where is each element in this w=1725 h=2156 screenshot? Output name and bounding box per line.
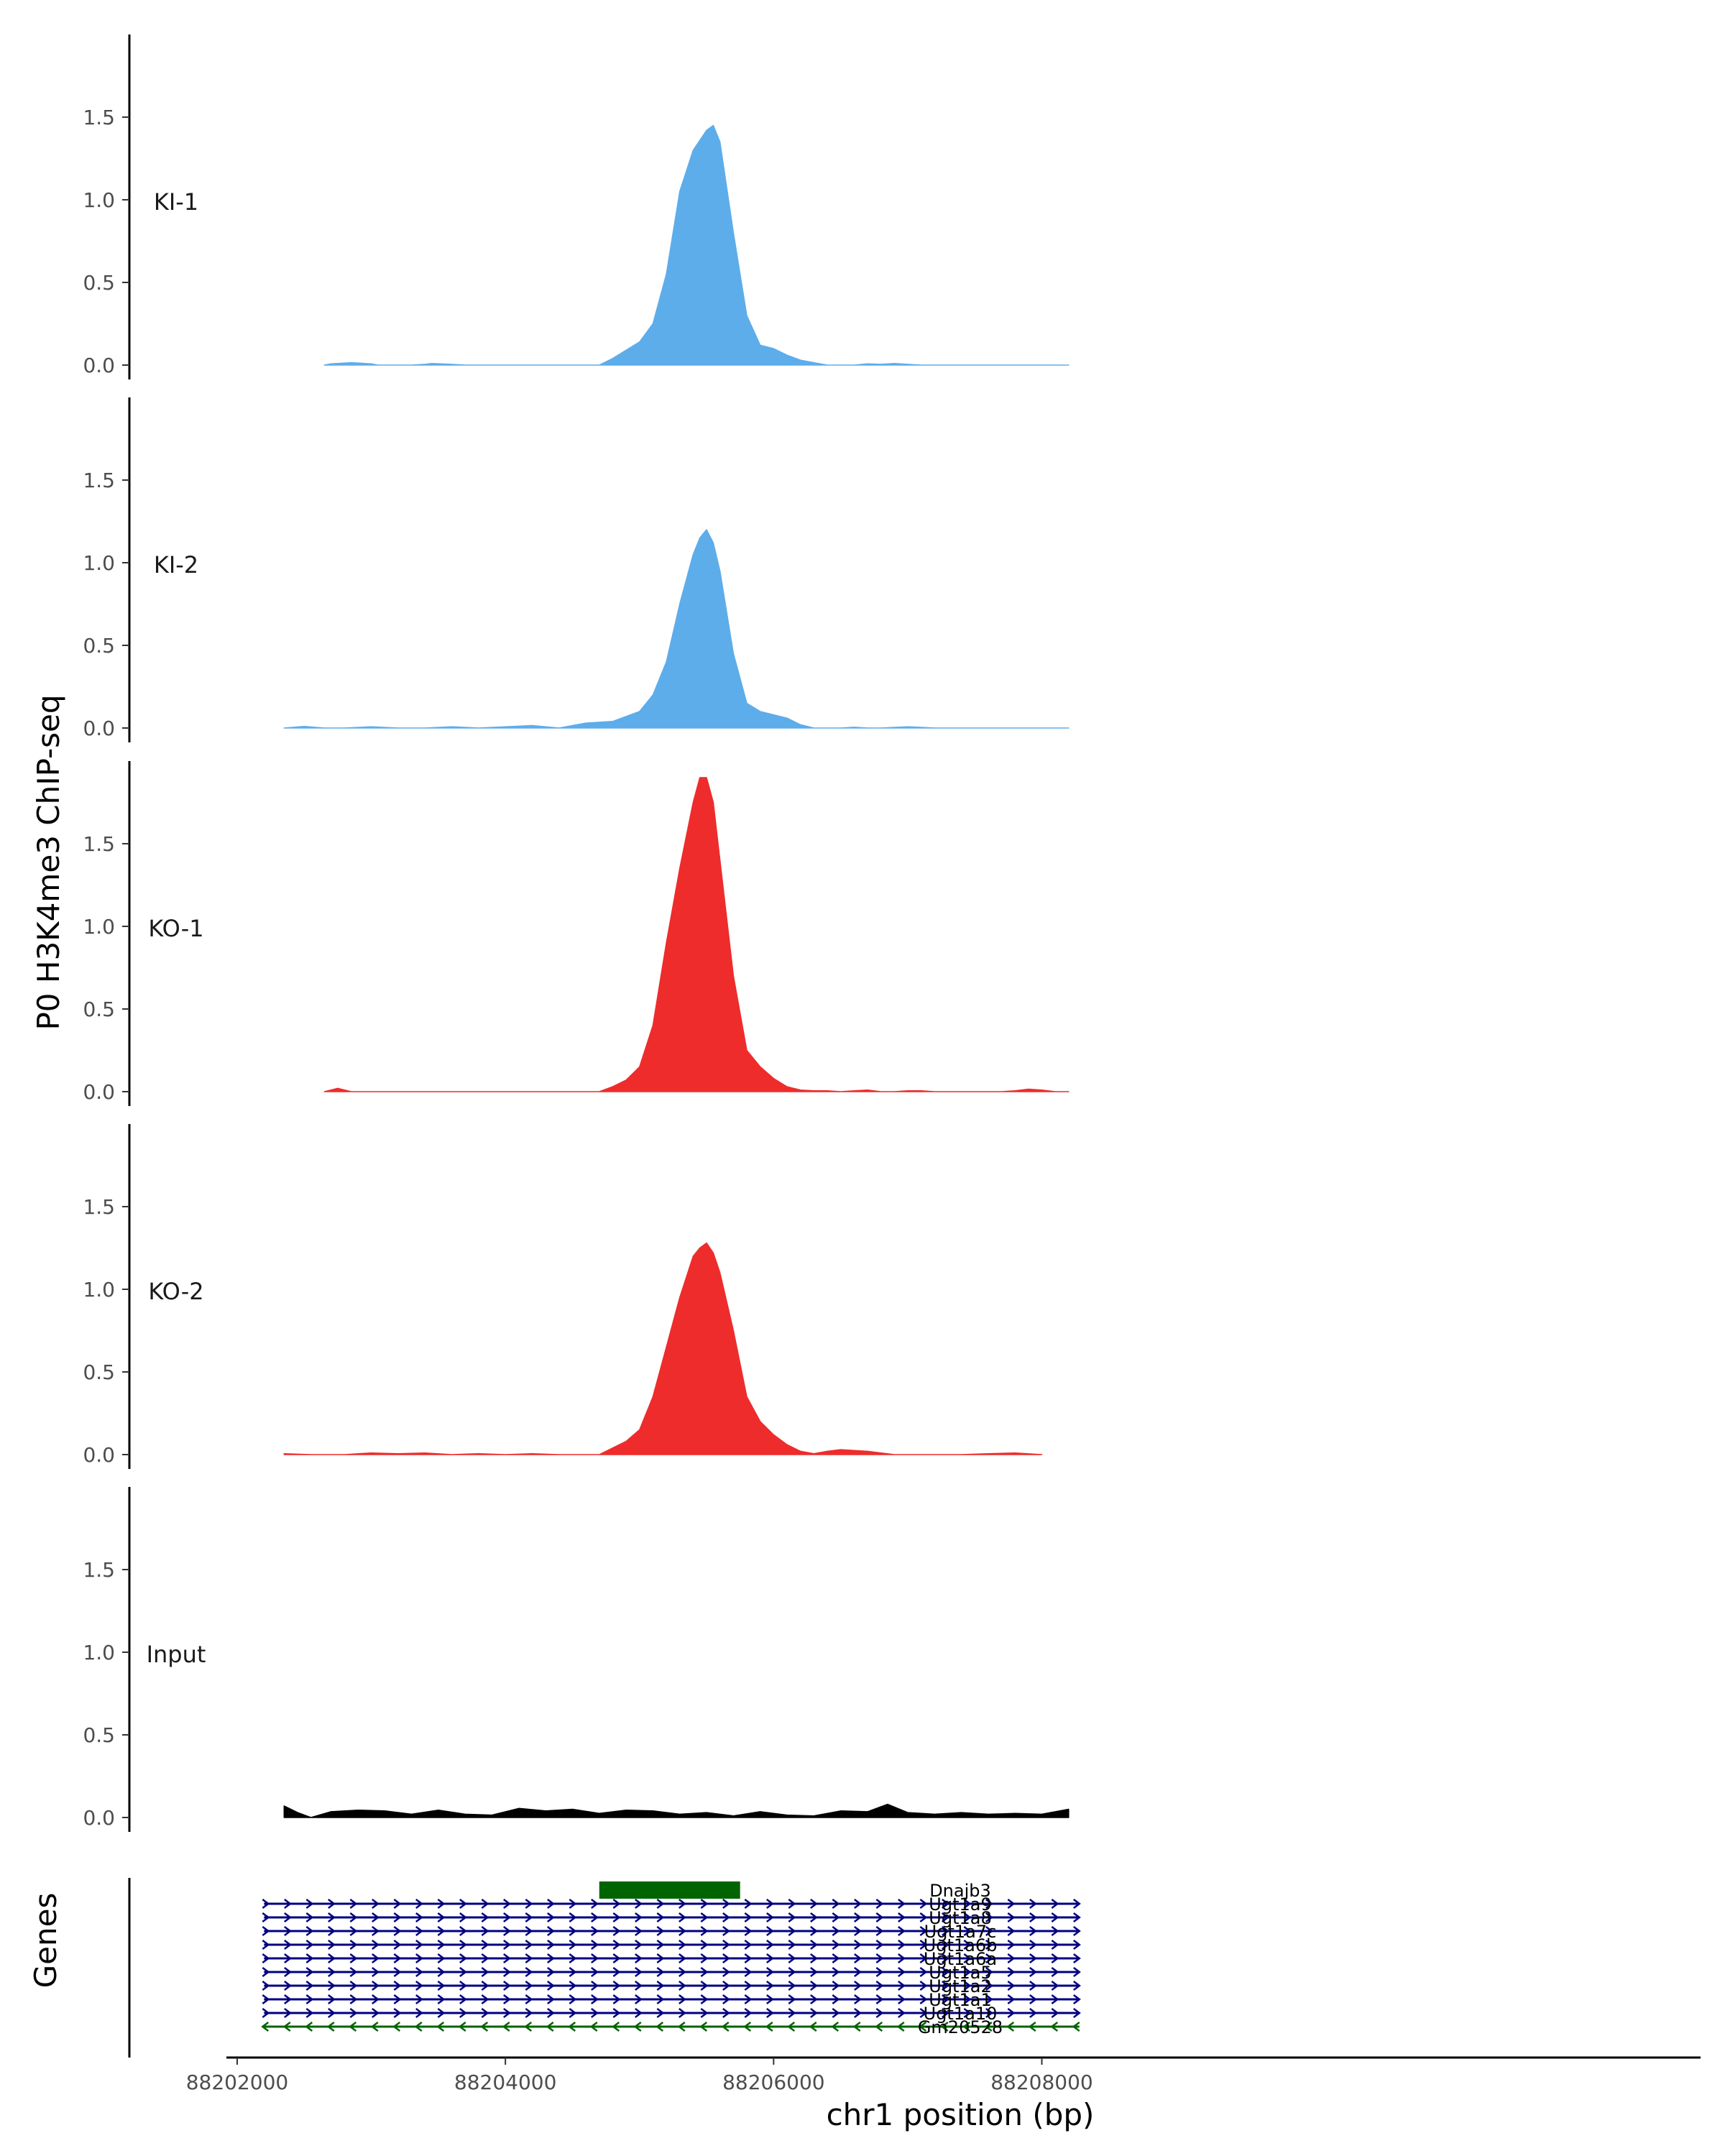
y-tick-label: 1.0 xyxy=(83,915,115,939)
gene-ugt1a9: Ugt1a9 xyxy=(262,1894,1081,1915)
strand-chevrons xyxy=(261,2022,1080,2032)
x-tick-label: 88204000 xyxy=(454,2070,557,2094)
gene-label: Ugt1a6a xyxy=(924,1949,997,1969)
x-tick-label: 88206000 xyxy=(722,2070,825,2094)
y-tick-label: 0.5 xyxy=(83,271,115,295)
strand-chevrons xyxy=(262,1899,1081,1909)
gene-label: Ugt1a1 xyxy=(929,1990,991,2010)
coverage-area-ki-1 xyxy=(323,124,1070,366)
y-tick-label: 0.5 xyxy=(83,998,115,1021)
track-label: KO-2 xyxy=(148,1278,203,1305)
gene-ugt1a6b: Ugt1a6b xyxy=(262,1935,1081,1955)
y-tick-label: 1.5 xyxy=(83,106,115,129)
track-label: KO-1 xyxy=(148,915,203,942)
x-tick-label: 88208000 xyxy=(990,2070,1093,2094)
coverage-area-ko-2 xyxy=(283,1242,1043,1455)
coverage-tracks: 0.0 0.5 1.0 1.5 KI-1 0.0 0.5 1.0 1.5 KI-2 0.0 0.5 1.… xyxy=(83,34,1070,1832)
y-tick-label: 1.5 xyxy=(83,1558,115,1582)
gene-label: Ugt1a9 xyxy=(929,1894,991,1915)
gene-label: Ugt1a6b xyxy=(924,1935,998,1955)
gene-label: Dnajb3 xyxy=(929,1881,991,1901)
track-ko-1: 0.0 0.5 1.0 1.5 KO-1 xyxy=(83,761,1070,1106)
gene-label: Ugt1a2 xyxy=(929,1976,991,1996)
y-tick-label: 0.5 xyxy=(83,634,115,658)
track-input: 0.0 0.5 1.0 1.5 Input xyxy=(83,1487,1070,1832)
track-label: KI-1 xyxy=(154,188,198,216)
gene-ugt1a2: Ugt1a2 xyxy=(262,1976,1081,1996)
track-ki-2: 0.0 0.5 1.0 1.5 KI-2 xyxy=(83,397,1070,742)
genes-track: Dnajb3Ugt1a9Ugt1a8Ugt1a7cUgt1a6bUgt1a6aU… xyxy=(128,1878,1081,2058)
gene-gm20528: Gm20528 xyxy=(261,2017,1080,2037)
y-tick-label: 1.5 xyxy=(83,469,115,492)
gene-block xyxy=(599,1881,740,1899)
gene-label: Ugt1a7c xyxy=(924,1922,997,1942)
y-tick-label: 1.5 xyxy=(83,1195,115,1219)
strand-chevrons xyxy=(262,1926,1081,1936)
y-tick-label: 1.0 xyxy=(83,188,115,212)
gene-ugt1a7c: Ugt1a7c xyxy=(262,1922,1081,1942)
y-tick-label: 1.0 xyxy=(83,1278,115,1302)
gene-label: Gm20528 xyxy=(918,2017,1003,2037)
track-ko-2: 0.0 0.5 1.0 1.5 KO-2 xyxy=(83,1124,1043,1469)
y-tick-label: 0.0 xyxy=(83,354,115,377)
gene-ugt1a10: Ugt1a10 xyxy=(262,2004,1081,2024)
track-label: Input xyxy=(147,1641,206,1668)
track-label: KI-2 xyxy=(154,551,198,579)
x-axis: 88202000 88204000 88206000 88208000 xyxy=(186,2056,1701,2094)
gene-ugt1a6a: Ugt1a6a xyxy=(262,1949,1081,1969)
strand-chevrons xyxy=(262,1967,1081,1977)
y-axis-title: P0 H3K4me3 ChIP-seq xyxy=(31,694,66,1030)
x-tick-label: 88202000 xyxy=(186,2070,289,2094)
gene-label: Ugt1a8 xyxy=(929,1908,991,1928)
gene-dnajb3: Dnajb3 xyxy=(599,1881,991,1901)
y-tick-label: 0.0 xyxy=(83,717,115,740)
y-tick-label: 0.0 xyxy=(83,1443,115,1467)
track-ki-1: 0.0 0.5 1.0 1.5 KI-1 xyxy=(83,34,1070,379)
gene-label: Ugt1a10 xyxy=(924,2004,998,2024)
gene-ugt1a1: Ugt1a1 xyxy=(262,1990,1081,2010)
y-tick-label: 1.0 xyxy=(83,1641,115,1664)
gene-label: Ugt1a5 xyxy=(929,1963,991,1983)
coverage-area-ko-1 xyxy=(323,777,1070,1092)
y-tick-label: 0.5 xyxy=(83,1723,115,1747)
coverage-area-input xyxy=(283,1803,1070,1818)
strand-chevrons xyxy=(262,1981,1081,1991)
genes-track-title: Genes xyxy=(28,1893,63,1989)
strand-chevrons xyxy=(262,1940,1081,1950)
y-tick-label: 0.0 xyxy=(83,1080,115,1104)
strand-chevrons xyxy=(262,1953,1081,1963)
y-tick-label: 1.0 xyxy=(83,551,115,575)
x-axis-title: chr1 position (bp) xyxy=(827,2097,1095,2132)
strand-chevrons xyxy=(262,2008,1081,2018)
strand-chevrons xyxy=(262,1912,1081,1922)
strand-chevrons xyxy=(262,1994,1081,2004)
y-tick-label: 1.5 xyxy=(83,832,115,856)
coverage-area-ki-2 xyxy=(283,529,1070,729)
y-tick-label: 0.0 xyxy=(83,1806,115,1830)
gene-ugt1a8: Ugt1a8 xyxy=(262,1908,1081,1928)
y-tick-label: 0.5 xyxy=(83,1360,115,1384)
gene-ugt1a5: Ugt1a5 xyxy=(262,1963,1081,1983)
